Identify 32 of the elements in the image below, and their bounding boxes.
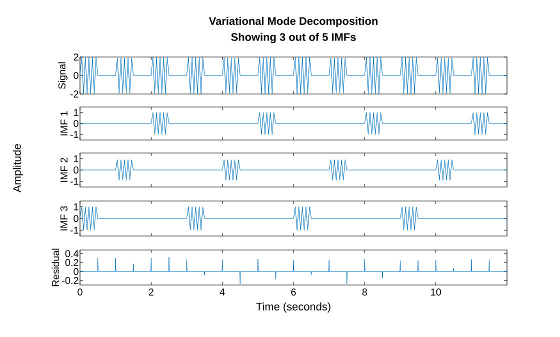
y-tick-label: 1: [74, 109, 78, 116]
y-tick-label: 0: [74, 268, 78, 276]
y-tick-label: -1: [70, 178, 78, 185]
x-axis-title: Time (seconds): [256, 302, 330, 313]
y-axis-title: IMF 3: [60, 206, 68, 230]
y-tick-label: -1: [70, 131, 78, 138]
y-axis-title: Residual: [52, 248, 60, 286]
x-tick-label: 10: [431, 288, 441, 296]
y-tick-label: -2: [70, 90, 78, 98]
y-tick-label: -0.2: [62, 276, 78, 284]
line-series: [80, 256, 508, 284]
x-tick-label: 8: [362, 288, 368, 296]
y-tick-label: 0: [74, 166, 78, 174]
chart-subtitle: Showing 3 out of 5 IMFs: [231, 32, 356, 44]
y-tick-label: 0: [74, 72, 78, 80]
y-tick-label: 0: [74, 214, 78, 222]
y-tick-label: -1: [70, 226, 78, 234]
line-series: [80, 56, 508, 94]
y-axis-title: IMF 1: [60, 111, 68, 136]
y-tick-label: 0.4: [65, 250, 79, 258]
x-tick-label: 2: [148, 288, 154, 296]
y-tick-label: 1: [74, 155, 78, 162]
x-tick-label: 6: [291, 288, 296, 296]
x-tick-label: 4: [220, 288, 225, 296]
y-tick-label: 1: [74, 203, 78, 210]
text: Amplitude: [12, 144, 24, 192]
y-tick-label: 2: [74, 54, 78, 60]
y-tick-label: 0.2: [65, 259, 78, 266]
y-axis-title: IMF 2: [60, 158, 68, 182]
y-tick-label: 0: [74, 120, 78, 128]
y-axis-title: Signal: [58, 62, 68, 89]
chart-title: Variational Mode Decomposition: [208, 16, 378, 28]
